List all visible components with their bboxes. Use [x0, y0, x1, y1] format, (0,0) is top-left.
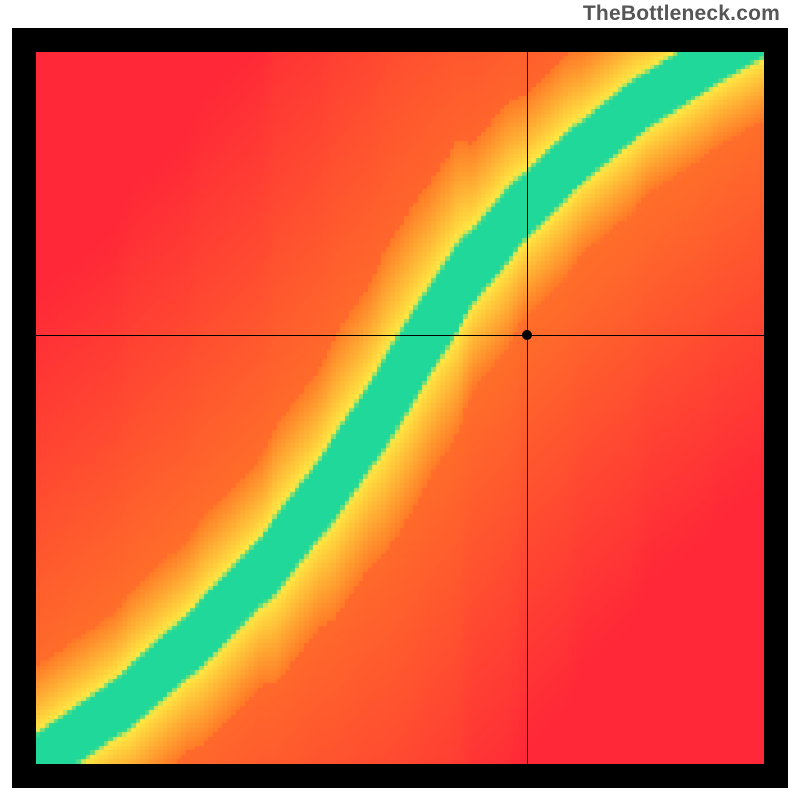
crosshair-horizontal [36, 335, 764, 336]
chart-container: TheBottleneck.com [0, 0, 800, 800]
crosshair-vertical [527, 52, 528, 764]
bottleneck-heatmap [36, 52, 764, 764]
selection-marker [522, 330, 532, 340]
watermark-label: TheBottleneck.com [583, 2, 780, 26]
